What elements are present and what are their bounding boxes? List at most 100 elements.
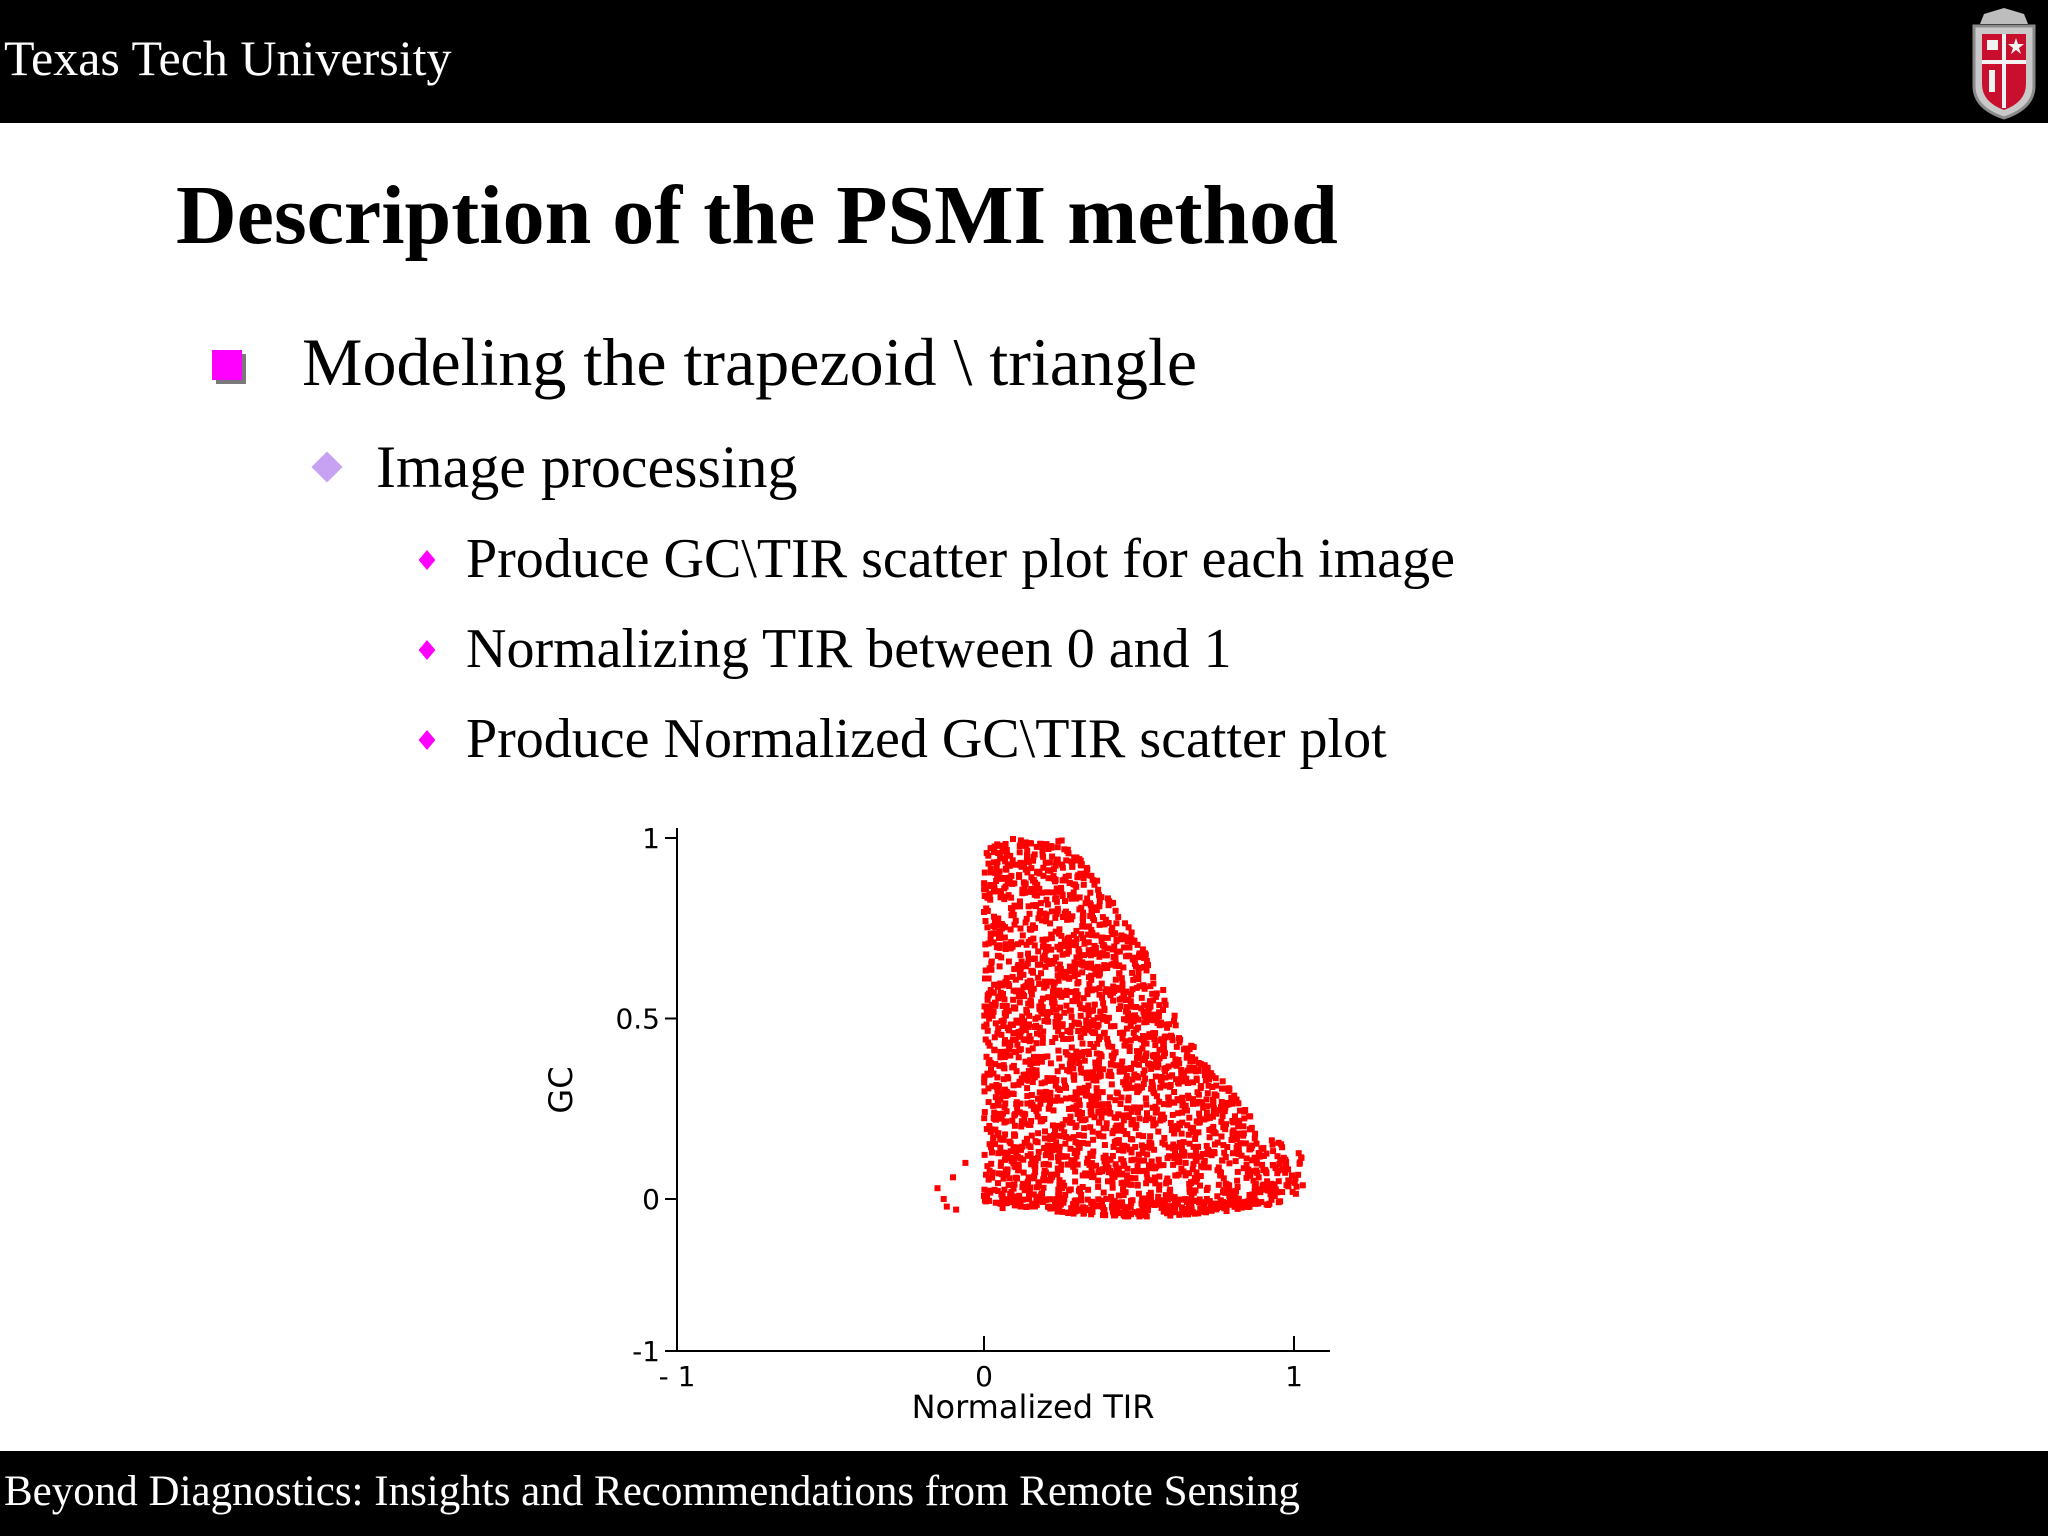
scatter-point — [1132, 1004, 1139, 1010]
scatter-point — [1103, 1195, 1110, 1202]
scatter-point — [1188, 1206, 1195, 1213]
scatter-point — [988, 1160, 995, 1167]
scatter-point — [1220, 1175, 1227, 1182]
scatter-point — [1266, 1185, 1273, 1192]
scatter-point — [1016, 849, 1023, 856]
scatter-point — [1054, 1094, 1061, 1101]
scatter-point — [1125, 1210, 1132, 1217]
scatter-point — [1026, 1196, 1032, 1203]
scatter-point — [1219, 1078, 1226, 1085]
scatter-point — [1093, 1085, 1100, 1092]
scatter-point — [1004, 1167, 1011, 1174]
scatter-point — [1035, 1095, 1041, 1102]
scatter-point — [1201, 1062, 1208, 1069]
scatter-point — [1110, 983, 1117, 990]
scatter-point — [1109, 931, 1116, 938]
scatter-point — [1023, 1075, 1030, 1082]
scatter-point — [1235, 1150, 1242, 1157]
scatter-point — [1085, 1186, 1092, 1193]
scatter-point — [1091, 1101, 1098, 1108]
scatter-point — [1109, 1184, 1116, 1191]
scatter-point — [995, 1089, 1002, 1096]
scatter-point — [1155, 1156, 1162, 1163]
scatter-point — [1171, 1198, 1178, 1205]
scatter-point — [1246, 1113, 1253, 1120]
scatter-point — [1175, 1057, 1182, 1063]
scatter-point — [1097, 1008, 1104, 1015]
scatter-point — [1096, 1036, 1102, 1043]
scatter-point — [1109, 1153, 1116, 1159]
scatter-point — [1012, 1111, 1019, 1118]
scatter-point — [1015, 1054, 1022, 1061]
scatter-point — [1018, 958, 1025, 965]
scatter-point — [1078, 1191, 1085, 1198]
bullet-text: Produce GC\TIR scatter plot for each ima… — [466, 528, 1455, 590]
scatter-point — [1118, 1171, 1124, 1178]
scatter-point — [1210, 1105, 1217, 1112]
scatter-point — [1112, 976, 1119, 983]
scatter-point — [998, 1031, 1005, 1038]
scatter-point — [996, 928, 1003, 935]
scatter-point — [1195, 1210, 1202, 1217]
scatter-point — [1002, 1012, 1009, 1019]
scatter-point-outlier — [999, 1205, 1006, 1212]
scatter-point — [1088, 926, 1095, 933]
scatter-point — [1068, 916, 1075, 923]
scatter-point — [1298, 1154, 1305, 1161]
scatter-point — [1018, 1075, 1025, 1082]
scatter-point — [1246, 1126, 1253, 1133]
scatter-point — [998, 875, 1005, 882]
scatter-point — [1053, 888, 1060, 895]
scatter-point — [1129, 986, 1136, 993]
scatter-point — [1044, 1077, 1051, 1084]
scatter-point — [1242, 1140, 1249, 1147]
scatter-point — [1058, 1031, 1065, 1038]
x-tick-label: - 1 — [659, 1360, 696, 1393]
scatter-point — [1272, 1165, 1279, 1171]
scatter-point — [1109, 1180, 1116, 1187]
scatter-point — [1064, 1028, 1071, 1034]
scatter-point — [1021, 1187, 1028, 1194]
scatter-point — [1189, 1124, 1196, 1131]
scatter-point — [1238, 1204, 1245, 1211]
scatter-point — [1055, 838, 1062, 845]
scatter-point — [988, 1066, 994, 1073]
scatter-point — [1099, 1101, 1106, 1108]
scatter-point — [1105, 1157, 1112, 1164]
scatter-point — [1074, 991, 1081, 998]
scatter-point — [1214, 1193, 1221, 1200]
scatter-point — [1057, 1097, 1064, 1104]
scatter-point — [1042, 1144, 1048, 1151]
scatter-point — [1057, 972, 1064, 979]
scatter-point — [1245, 1166, 1252, 1173]
scatter-point — [1237, 1107, 1243, 1114]
scatter-point — [1113, 1122, 1120, 1129]
scatter-point — [1144, 1110, 1150, 1117]
scatter-point — [1008, 939, 1015, 946]
scatter-point — [1017, 925, 1024, 932]
scatter-point — [1074, 1149, 1081, 1155]
scatter-point — [1185, 1131, 1192, 1138]
scatter-point — [998, 1159, 1005, 1166]
scatter-point — [1246, 1146, 1253, 1153]
scatter-point — [990, 1070, 997, 1077]
scatter-point — [1154, 1019, 1161, 1026]
scatter-point — [1168, 1209, 1175, 1216]
scatter-point — [1109, 1206, 1116, 1213]
scatter-point — [994, 1097, 1001, 1104]
scatter-point — [1000, 1076, 1007, 1083]
scatter-point — [1097, 1051, 1104, 1058]
scatter-point — [981, 1115, 988, 1122]
scatter-point — [1235, 1100, 1242, 1107]
scatter-point — [1099, 1199, 1105, 1206]
scatter-point — [1023, 1136, 1030, 1143]
scatter-point — [1142, 951, 1149, 958]
scatter-point — [1049, 1039, 1056, 1045]
scatter-point — [998, 921, 1005, 927]
scatter-point — [1033, 902, 1040, 908]
scatter-point — [1059, 893, 1066, 899]
scatter-point — [1100, 965, 1107, 972]
scatter-point — [1136, 1211, 1143, 1218]
scatter-point — [1051, 1132, 1057, 1139]
scatter-point — [1128, 929, 1135, 936]
